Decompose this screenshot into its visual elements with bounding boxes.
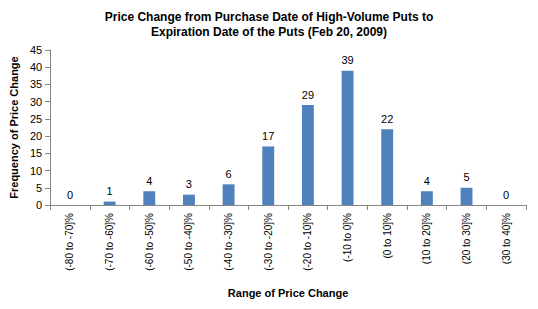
svg-text:(-60 to -50]%: (-60 to -50]% — [144, 213, 155, 271]
svg-text:15: 15 — [30, 147, 42, 159]
svg-text:39: 39 — [341, 54, 353, 66]
svg-text:20: 20 — [30, 130, 42, 142]
svg-text:25: 25 — [30, 113, 42, 125]
svg-text:5: 5 — [463, 171, 469, 183]
svg-text:5: 5 — [36, 182, 42, 194]
svg-text:(20 to 30]%: (20 to 30]% — [461, 213, 472, 264]
svg-text:0: 0 — [67, 189, 73, 201]
svg-text:4: 4 — [146, 175, 152, 187]
svg-text:45: 45 — [30, 44, 42, 56]
svg-text:(0 to 10]%: (0 to 10]% — [382, 213, 393, 259]
svg-text:(-40 to -30]%: (-40 to -30]% — [223, 213, 234, 271]
svg-text:(-50 to -40]%: (-50 to -40]% — [183, 213, 194, 271]
svg-text:10: 10 — [30, 165, 42, 177]
svg-text:3: 3 — [186, 178, 192, 190]
svg-text:22: 22 — [381, 113, 393, 125]
svg-text:17: 17 — [262, 130, 274, 142]
svg-text:Range of Price Change: Range of Price Change — [228, 287, 348, 299]
svg-text:29: 29 — [302, 89, 314, 101]
svg-text:1: 1 — [107, 185, 113, 197]
svg-text:(-30 to -20]%: (-30 to -20]% — [263, 213, 274, 271]
svg-text:4: 4 — [424, 175, 430, 187]
svg-text:(10 to 20]%: (10 to 20]% — [421, 213, 432, 264]
svg-text:30: 30 — [30, 96, 42, 108]
svg-text:(-20 to -10]%: (-20 to -10]% — [302, 213, 313, 271]
svg-text:0: 0 — [503, 189, 509, 201]
svg-text:Frequency of Price Change: Frequency of Price Change — [8, 56, 20, 198]
svg-text:Expiration Date of the Puts (F: Expiration Date of the Puts (Feb 20, 200… — [151, 25, 387, 39]
svg-text:0: 0 — [36, 199, 42, 211]
svg-text:(-10 to 0]%: (-10 to 0]% — [342, 213, 353, 262]
svg-text:(-80 to -70]%: (-80 to -70]% — [64, 213, 75, 271]
svg-text:35: 35 — [30, 78, 42, 90]
svg-text:6: 6 — [226, 168, 232, 180]
svg-text:(-70 to -60]%: (-70 to -60]% — [104, 213, 115, 271]
svg-text:Price Change from Purchase Dat: Price Change from Purchase Date of High-… — [105, 10, 434, 24]
svg-text:(30 to 40]%: (30 to 40]% — [501, 213, 512, 264]
svg-text:40: 40 — [30, 61, 42, 73]
